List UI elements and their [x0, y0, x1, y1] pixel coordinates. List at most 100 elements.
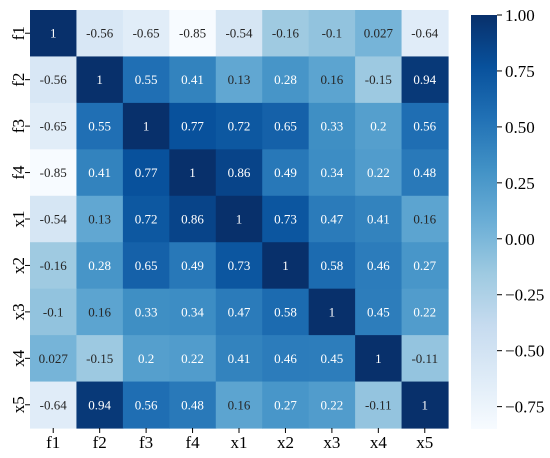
- heatmap-cell-f4-f2: [76, 149, 124, 197]
- heatmap-cell-x3-x1: [215, 288, 263, 336]
- colorbar-tick-label: 0.50: [505, 118, 535, 137]
- x-axis-ticks: f1 f2 f3 f4 x1 x2 x3 x4 x5: [46, 428, 433, 452]
- cell-value-label: 1: [50, 26, 57, 41]
- heatmap-cell-f1-x2: [262, 10, 310, 58]
- x-tick-label: x2: [277, 433, 294, 452]
- colorbar: [471, 15, 497, 429]
- y-tick-label: x3: [9, 303, 28, 320]
- cell-value-label: 0.41: [367, 212, 390, 227]
- heatmap-cell-x3-x3: [308, 288, 356, 336]
- cell-value-label: 1: [282, 258, 289, 273]
- cell-value-label: 0.73: [274, 212, 297, 227]
- heatmap-cell-x4-x4: [355, 335, 403, 383]
- cell-value-label: 0.22: [413, 304, 436, 319]
- colorbar-tick-label: 0.75: [505, 62, 535, 81]
- heatmap-cell-x1-x4: [355, 195, 403, 243]
- heatmap-cell-x5-x3: [308, 381, 356, 429]
- cell-value-label: 0.22: [367, 165, 390, 180]
- cell-value-label: 0.94: [88, 397, 111, 412]
- heatmap-cell-x5-f3: [122, 381, 170, 429]
- heatmap-cell-f3-x5: [401, 102, 449, 150]
- heatmap-cell-f4-x4: [355, 149, 403, 197]
- x-tick-label: x4: [370, 433, 388, 452]
- heatmap-cell-x5-f1: [30, 381, 78, 429]
- cell-value-label: 0.33: [135, 304, 158, 319]
- cell-value-label: 0.55: [88, 119, 111, 134]
- heatmap-cell-x4-x1: [215, 335, 263, 383]
- heatmap-cell-x4-f2: [76, 335, 124, 383]
- heatmap-annotations: 1 -0.56 -0.65 -0.85 -0.54 -0.16 -0.1 0.027 -0.64…: [39, 26, 439, 413]
- heatmap-cell-x2-f1: [30, 242, 78, 290]
- cell-value-label: 0.22: [181, 351, 204, 366]
- cell-value-label: 0.22: [321, 397, 344, 412]
- cell-value-label: 0.2: [138, 351, 154, 366]
- heatmap-cells: [30, 10, 449, 429]
- cell-value-label: 0.46: [367, 258, 390, 273]
- heatmap-cell-f4-f1: [30, 149, 78, 197]
- cell-value-label: -0.65: [133, 26, 160, 41]
- y-tick-label: x4: [9, 349, 28, 367]
- heatmap-cell-x3-f3: [122, 288, 170, 336]
- colorbar-ticks: 1.00 0.75 0.50 0.25 0.00 −0.25 −0.50 −0.75: [497, 6, 544, 417]
- cell-value-label: 0.94: [413, 72, 436, 87]
- heatmap-cell-f4-x3: [308, 149, 356, 197]
- heatmap-cell-f1-x5: [401, 10, 449, 58]
- heatmap-cell-f1-f4: [169, 10, 217, 58]
- heatmap-cell-x1-f3: [122, 195, 170, 243]
- cell-value-label: 0.65: [274, 119, 297, 134]
- heatmap-cell-f3-x4: [355, 102, 403, 150]
- cell-value-label: -0.11: [365, 397, 392, 412]
- cell-value-label: 0.47: [321, 212, 344, 227]
- cell-value-label: -0.16: [272, 26, 300, 41]
- cell-value-label: 1: [96, 72, 103, 87]
- heatmap-cell-f2-x1: [215, 56, 263, 104]
- heatmap-cell-f2-x3: [308, 56, 356, 104]
- cell-value-label: 0.16: [228, 397, 251, 412]
- cell-value-label: -0.15: [86, 351, 113, 366]
- heatmap-cell-x2-x4: [355, 242, 403, 290]
- colorbar-tick-label: −0.75: [505, 398, 544, 417]
- cell-value-label: 0.41: [228, 351, 251, 366]
- y-tick-label: f4: [9, 165, 28, 180]
- heatmap-cell-f1-f3: [122, 10, 170, 58]
- heatmap-cell-f3-x1: [215, 102, 263, 150]
- cell-value-label: 0.27: [413, 258, 436, 273]
- cell-value-label: 0.13: [228, 72, 251, 87]
- cell-value-label: -0.56: [86, 26, 114, 41]
- heatmap-cell-f1-f2: [76, 10, 124, 58]
- heatmap-cell-f1-x1: [215, 10, 263, 58]
- heatmap-cell-x5-f4: [169, 381, 217, 429]
- cell-value-label: 0.16: [321, 72, 344, 87]
- cell-value-label: 1: [143, 119, 150, 134]
- heatmap-cell-f2-x2: [262, 56, 310, 104]
- heatmap-cell-x3-f4: [169, 288, 217, 336]
- cell-value-label: -0.54: [225, 26, 253, 41]
- heatmap-cell-f3-f1: [30, 102, 78, 150]
- heatmap-cell-x5-x4: [355, 381, 403, 429]
- heatmap-cell-f3-f4: [169, 102, 217, 150]
- heatmap-cell-f3-f2: [76, 102, 124, 150]
- heatmap-cell-f2-f1: [30, 56, 78, 104]
- cell-value-label: -0.85: [179, 26, 206, 41]
- cell-value-label: 0.65: [135, 258, 158, 273]
- cell-value-label: -0.85: [40, 165, 67, 180]
- cell-value-label: 0.77: [135, 165, 158, 180]
- colorbar-tick-label: 0.00: [505, 230, 535, 249]
- heatmap-cell-x2-x5: [401, 242, 449, 290]
- cell-value-label: 0.49: [181, 258, 204, 273]
- heatmap-cell-x3-x4: [355, 288, 403, 336]
- cell-value-label: -0.54: [40, 212, 68, 227]
- heatmap-cell-x2-f3: [122, 242, 170, 290]
- cell-value-label: 0.16: [88, 304, 111, 319]
- heatmap-cell-x2-x2: [262, 242, 310, 290]
- cell-value-label: 0.72: [228, 119, 251, 134]
- cell-value-label: 0.027: [39, 351, 69, 366]
- colorbar-tick-label: −0.50: [505, 342, 544, 361]
- heatmap-cell-x1-x5: [401, 195, 449, 243]
- heatmap-cell-f4-x5: [401, 149, 449, 197]
- heatmap-cell-x5-x5: [401, 381, 449, 429]
- cell-value-label: 0.73: [228, 258, 251, 273]
- x-tick-label: f2: [93, 433, 107, 452]
- cell-value-label: 1: [375, 351, 382, 366]
- heatmap-cell-x1-f2: [76, 195, 124, 243]
